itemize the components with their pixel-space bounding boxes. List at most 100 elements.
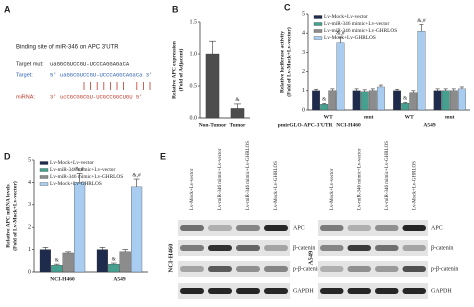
bar [368,90,377,111]
bar [230,108,245,119]
row-label: Target: [16,72,33,78]
bar [376,86,385,111]
row-label: β-catenin [431,245,453,251]
y-tick-label: 4 [28,180,31,186]
annotation: &,# [75,167,84,173]
bar [108,264,120,273]
annotation: & [55,257,60,263]
bar [393,90,402,111]
legend-swatch [313,22,323,26]
bar [320,104,329,111]
panel-letter: B [172,4,179,14]
y-tick-label: 0.0 [190,115,198,121]
band [402,266,426,272]
band [375,225,399,231]
legend-label: Lv-Mock+Lv-GHRLOS [324,35,376,41]
band [208,225,232,231]
bar [449,90,458,111]
legend-label: Lv-miR-346 mimic+Lv-GHRLOS [50,174,123,180]
y-tick-label: 1.0 [190,51,198,57]
band [236,225,260,231]
y-tick-label: 4 [302,31,305,37]
panel-title: Binding site of miR-346 on APC 3'UTR [16,45,119,51]
bar [96,249,108,273]
band [347,245,371,251]
x-tick-label: WT [405,114,415,120]
row-label: β-catenin [293,245,315,251]
band [320,288,344,294]
y-tick-label: 1 [302,88,305,94]
row-label: p-β-catenin [293,266,320,272]
y-axis-label: (Fold of Adjacent) [177,48,184,91]
y-axis-label: Relative luciferase activity [279,31,285,93]
legend-swatch [39,175,49,179]
band [180,225,204,231]
band [236,266,260,272]
y-tick-label: 3 [302,50,305,56]
bar [62,252,74,273]
blot-strip [178,220,290,236]
bar [51,265,63,273]
row-label: Target mut: [16,61,44,67]
bar [74,182,86,273]
band [236,288,260,294]
y-tick-label: 3 [28,202,31,208]
blot-strip [318,261,428,277]
sequence: 5' uaGGCGUCCGU-UCCCAGGCAGaCa 3' [50,71,152,78]
lane-label: Lv-miR-346 mimic+Lv-vector [218,148,223,210]
bar [312,90,321,111]
band [264,266,288,272]
band [375,266,399,272]
bar [39,249,51,273]
panel-letter: A [4,4,11,14]
band [320,245,344,251]
row-label: GAPDH [431,288,452,294]
band [208,266,232,272]
band [375,288,399,294]
y-tick-label: 1.5 [190,19,198,25]
annotation: & [322,97,327,103]
x-tick-label: Tumor [230,122,247,128]
lane-label: Lv-Mock+Lv-vector [190,168,195,210]
panel-letter: E [160,151,166,161]
y-tick-label: 0 [28,269,31,275]
annotation: &,# [417,18,426,24]
bar [336,42,345,111]
panel-letter: C [284,2,291,12]
annotation: & [403,96,408,102]
bar [417,31,426,111]
y-tick-label: 5 [302,11,305,17]
group-label: NCI-H460 [336,122,361,128]
bar [457,88,466,111]
legend-swatch [39,161,49,165]
band [264,225,288,231]
lane-label: Lv-Mock+Lv-GHRLOS [274,161,279,210]
legend-label: Lv-Mock+Lv-vector [50,160,94,166]
blot-strip [318,240,428,256]
y-axis-label: Relative APC mRNA levels [5,184,11,247]
band [347,225,371,231]
legend-label: Lv-miR-346 mimic+Lv-vector [50,167,115,173]
bar [205,53,220,119]
y-axis-label: (Fold of Lv-Mock+Lv-vector) [11,181,18,251]
x-tick-label: NCI-H460 [50,276,75,282]
panel-letter: D [4,151,11,161]
x-tick-label: Non-Tumor [199,122,227,128]
blot-strip [318,220,428,236]
row-label: miRNA: [16,94,35,100]
legend-swatch [39,168,49,172]
bar [441,90,450,111]
sequence: uaGGCGUCCGU-UCCCAGGAGaCA [50,60,130,67]
row-label: APC [431,225,443,231]
annotation: & [112,256,117,262]
band [402,225,426,231]
y-axis-label: Relative APC expression [171,41,177,99]
blot-strip [178,240,290,256]
legend-label: Lv-miR-346 mimic+Lv-GHRLOS [324,28,397,34]
band [347,288,371,294]
band [375,245,399,251]
bar [119,251,131,273]
band [347,266,371,272]
legend-label: Lv-miR-346 mimic+Lv-vector [324,21,389,27]
